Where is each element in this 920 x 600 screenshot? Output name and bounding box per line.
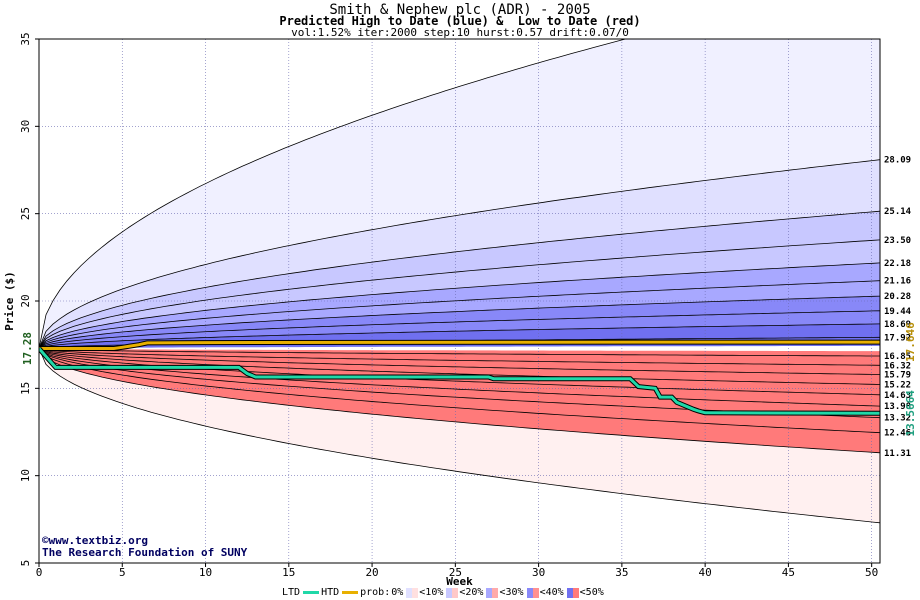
upper-band-5 — [39, 280, 880, 349]
x-tick-label-0: 0 — [36, 566, 43, 579]
upper-contour-4 — [39, 262, 880, 349]
upper-band-6 — [39, 296, 880, 349]
y-tick-label-30: 30 — [19, 120, 32, 133]
x-tick-label-45: 45 — [782, 566, 795, 579]
upper-band-1 — [39, 159, 880, 349]
legend-htd-label: HTD — [321, 587, 340, 598]
upper-band-3 — [39, 239, 880, 349]
legend-item-0: 0% — [391, 587, 404, 598]
legend-swatch-10 — [406, 587, 419, 598]
x-tick-label-30: 30 — [532, 566, 545, 579]
x-tick-label-10: 10 — [199, 566, 212, 579]
level-label-12-46: 12.46 — [884, 429, 911, 439]
lower-contour-2 — [39, 348, 880, 366]
legend: LTD HTD prob: 0% <10% <20% <30% <40% <50… — [282, 587, 605, 598]
ltd-end-label: 13.5664 — [904, 390, 917, 437]
level-label-11-31: 11.31 — [884, 449, 911, 459]
upper-band-7 — [39, 310, 880, 349]
level-label-28-09: 28.09 — [884, 156, 911, 166]
plot-area — [39, 39, 880, 563]
legend-item-30: <30% — [499, 587, 524, 598]
level-label-15-79: 15.79 — [884, 371, 911, 381]
legend-ltd-label: LTD — [282, 587, 301, 598]
y-axis-label: Price ($) — [3, 271, 16, 331]
upper-contour-3 — [39, 239, 880, 349]
level-label-20-28: 20.28 — [884, 292, 911, 302]
htd-line — [39, 340, 880, 350]
upper-contour-2 — [39, 210, 880, 349]
upper-contour-5 — [39, 280, 880, 349]
htd-end-label: 17.646 — [904, 322, 917, 362]
level-label-25-14: 25.14 — [884, 207, 912, 217]
level-label-22-18: 22.18 — [884, 259, 911, 269]
lower-contour-0 — [39, 348, 880, 524]
upper-contour-6 — [39, 295, 880, 349]
x-tick-label-20: 20 — [365, 566, 378, 579]
upper-band-0 — [39, 39, 880, 349]
y-tick-label-35: 35 — [19, 32, 32, 45]
level-label-14-63: 14.63 — [884, 391, 911, 401]
y-tick-label-10: 10 — [19, 469, 32, 482]
start-price-label: 17.28 — [21, 332, 34, 365]
chart-params: vol:1.52% iter:2000 step:10 hurst:0.57 d… — [291, 26, 629, 39]
legend-htd-swatch — [342, 591, 359, 594]
x-tick-label-35: 35 — [615, 566, 628, 579]
lower-contour-1 — [39, 348, 880, 357]
credit-url: ©www.textbiz.org — [42, 534, 148, 547]
legend-swatch-20 — [446, 587, 459, 598]
x-tick-label-5: 5 — [119, 566, 126, 579]
level-label-13-98: 13.98 — [884, 402, 911, 412]
level-label-13-32: 13.32 — [884, 414, 911, 424]
upper-band-2 — [39, 211, 880, 349]
x-tick-label-40: 40 — [699, 566, 712, 579]
legend-swatch-40 — [526, 587, 539, 598]
y-tick-label-25: 25 — [19, 207, 32, 220]
lower-contour-6 — [39, 348, 880, 407]
upper-contour-1 — [39, 159, 880, 349]
chart-title: Smith & Nephew plc (ADR) - 2005 — [329, 2, 591, 18]
upper-contour-7 — [39, 310, 880, 349]
legend-prob-label: prob: — [360, 587, 391, 598]
legend-swatch-30 — [486, 587, 499, 598]
level-label-19-44: 19.44 — [884, 307, 912, 317]
legend-swatch-50 — [566, 587, 579, 598]
lower-contour-4 — [39, 348, 880, 385]
legend-item-50: <50% — [579, 587, 604, 598]
lower-contour-8 — [39, 348, 880, 434]
legend-ltd-swatch — [303, 591, 320, 594]
level-label-18-69: 18.69 — [884, 320, 911, 330]
level-label-15-22: 15.22 — [884, 380, 911, 390]
level-label-21-16: 21.16 — [884, 277, 911, 287]
x-tick-label-50: 50 — [865, 566, 878, 579]
level-label-17-92: 17.92 — [884, 333, 911, 343]
legend-item-20: <20% — [459, 587, 484, 598]
level-label-23-50: 23.50 — [884, 236, 911, 246]
legend-item-40: <40% — [539, 587, 564, 598]
y-tick-label-5: 5 — [19, 560, 32, 567]
chart-subtitle: Predicted High to Date (blue) & Low to D… — [279, 14, 641, 28]
upper-contour-8 — [39, 323, 880, 349]
upper-contour-0 — [39, 39, 628, 349]
level-label-16-85: 16.85 — [884, 352, 911, 362]
y-tick-label-20: 20 — [19, 294, 32, 307]
upper-band-4 — [39, 262, 880, 349]
credit-org: The Research Foundation of SUNY — [42, 546, 248, 559]
ltd-line — [39, 347, 880, 415]
level-label-16-32: 16.32 — [884, 361, 911, 371]
x-tick-label-25: 25 — [449, 566, 462, 579]
lower-contour-9 — [39, 348, 880, 454]
lower-contour-3 — [39, 348, 880, 375]
y-tick-label-15: 15 — [19, 382, 32, 395]
legend-item-10: <10% — [419, 587, 444, 598]
x-axis-label: Week — [446, 575, 473, 588]
x-tick-label-15: 15 — [282, 566, 295, 579]
